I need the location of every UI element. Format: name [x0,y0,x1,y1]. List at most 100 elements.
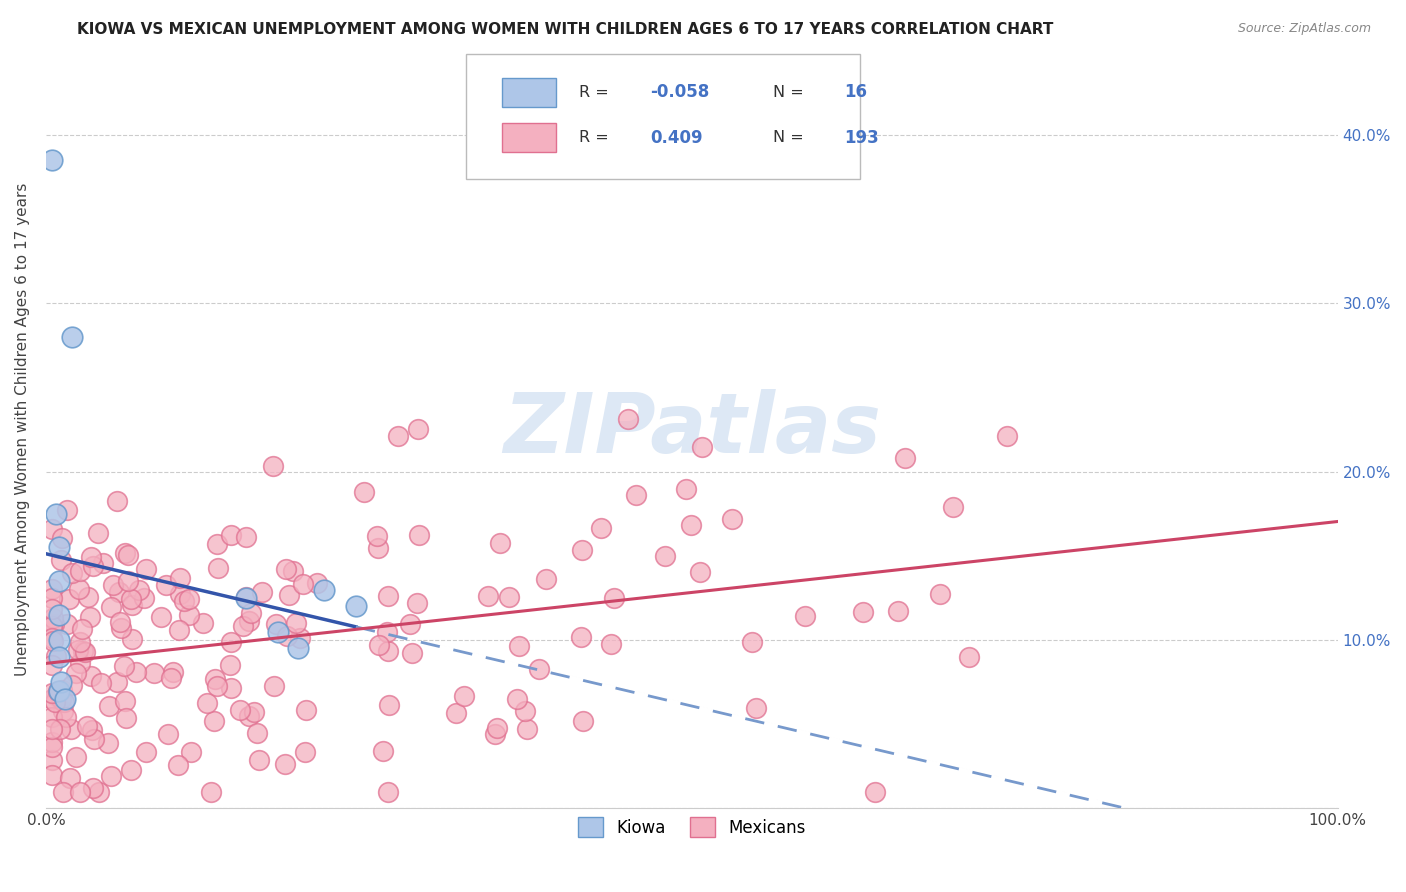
Point [132,591,155,606]
Point [276,629,298,643]
Point [274,562,297,576]
Point [86,526,108,541]
Point [55,616,77,631]
Point [44,695,66,709]
Point [353,484,375,499]
Point [108,584,131,599]
Point [367,541,389,555]
Point [477,589,499,603]
Point [120,763,142,777]
Point [294,745,316,759]
Point [128,583,150,598]
Point [263,679,285,693]
Point [66,643,89,657]
Point [59,722,82,736]
Point [654,549,676,563]
Point [741,635,763,649]
Point [135,562,157,576]
Point [173,594,195,608]
Point [41,631,63,645]
Point [377,784,399,798]
Point [48,607,70,622]
Point [204,673,226,687]
Point [377,643,399,657]
Text: ZIPatlas: ZIPatlas [503,389,880,470]
Point [41,618,63,632]
Point [117,548,139,562]
Point [108,615,131,629]
Point [406,596,429,610]
Point [193,615,215,630]
Point [73,644,96,658]
Point [79,610,101,624]
Point [67,582,90,596]
Point [571,714,593,728]
Point [371,744,394,758]
Point [205,537,228,551]
Point [793,609,815,624]
Point [377,589,399,603]
Text: 0.409: 0.409 [651,128,703,147]
Point [689,565,711,579]
Point [77,590,100,604]
Point [42,633,65,648]
Point [288,631,311,645]
Point [957,649,980,664]
Point [207,560,229,574]
Point [312,582,335,597]
Text: 16: 16 [844,83,868,102]
Point [599,637,621,651]
Point [180,746,202,760]
Point [49,722,72,736]
Point [125,665,148,679]
Point [69,656,91,670]
Point [114,545,136,559]
Point [56,503,79,517]
Point [150,609,173,624]
Text: KIOWA VS MEXICAN UNEMPLOYMENT AMONG WOMEN WITH CHILDREN AGES 6 TO 17 YEARS CORRE: KIOWA VS MEXICAN UNEMPLOYMENT AMONG WOME… [77,22,1053,37]
Point [995,429,1018,443]
Text: Source: ZipAtlas.com: Source: ZipAtlas.com [1237,22,1371,36]
Point [591,521,613,535]
Point [536,572,558,586]
Point [41,153,63,168]
Point [207,679,229,693]
Point [45,689,67,703]
Point [250,585,273,599]
Point [886,604,908,618]
FancyBboxPatch shape [465,54,859,179]
Point [246,726,269,740]
Point [45,649,67,664]
Point [179,592,201,607]
Point [375,625,398,640]
Point [41,710,63,724]
Point [82,558,104,573]
Point [135,745,157,759]
Point [274,757,297,772]
Point [59,772,82,786]
Point [48,683,70,698]
Point [143,665,166,680]
Point [91,556,114,570]
Point [83,731,105,746]
Point [110,621,132,635]
Point [489,536,512,550]
Point [235,530,257,544]
Point [219,635,242,649]
Point [366,529,388,543]
Point [70,622,93,636]
Point [238,709,260,723]
Point [51,683,73,698]
Point [498,591,520,605]
Point [53,695,76,709]
Point [167,624,190,638]
Point [169,570,191,584]
FancyBboxPatch shape [502,78,557,107]
Point [65,666,87,681]
Point [72,643,94,657]
Point [571,543,593,558]
Point [624,488,647,502]
Point [569,630,592,644]
Point [307,575,329,590]
Point [616,412,638,426]
